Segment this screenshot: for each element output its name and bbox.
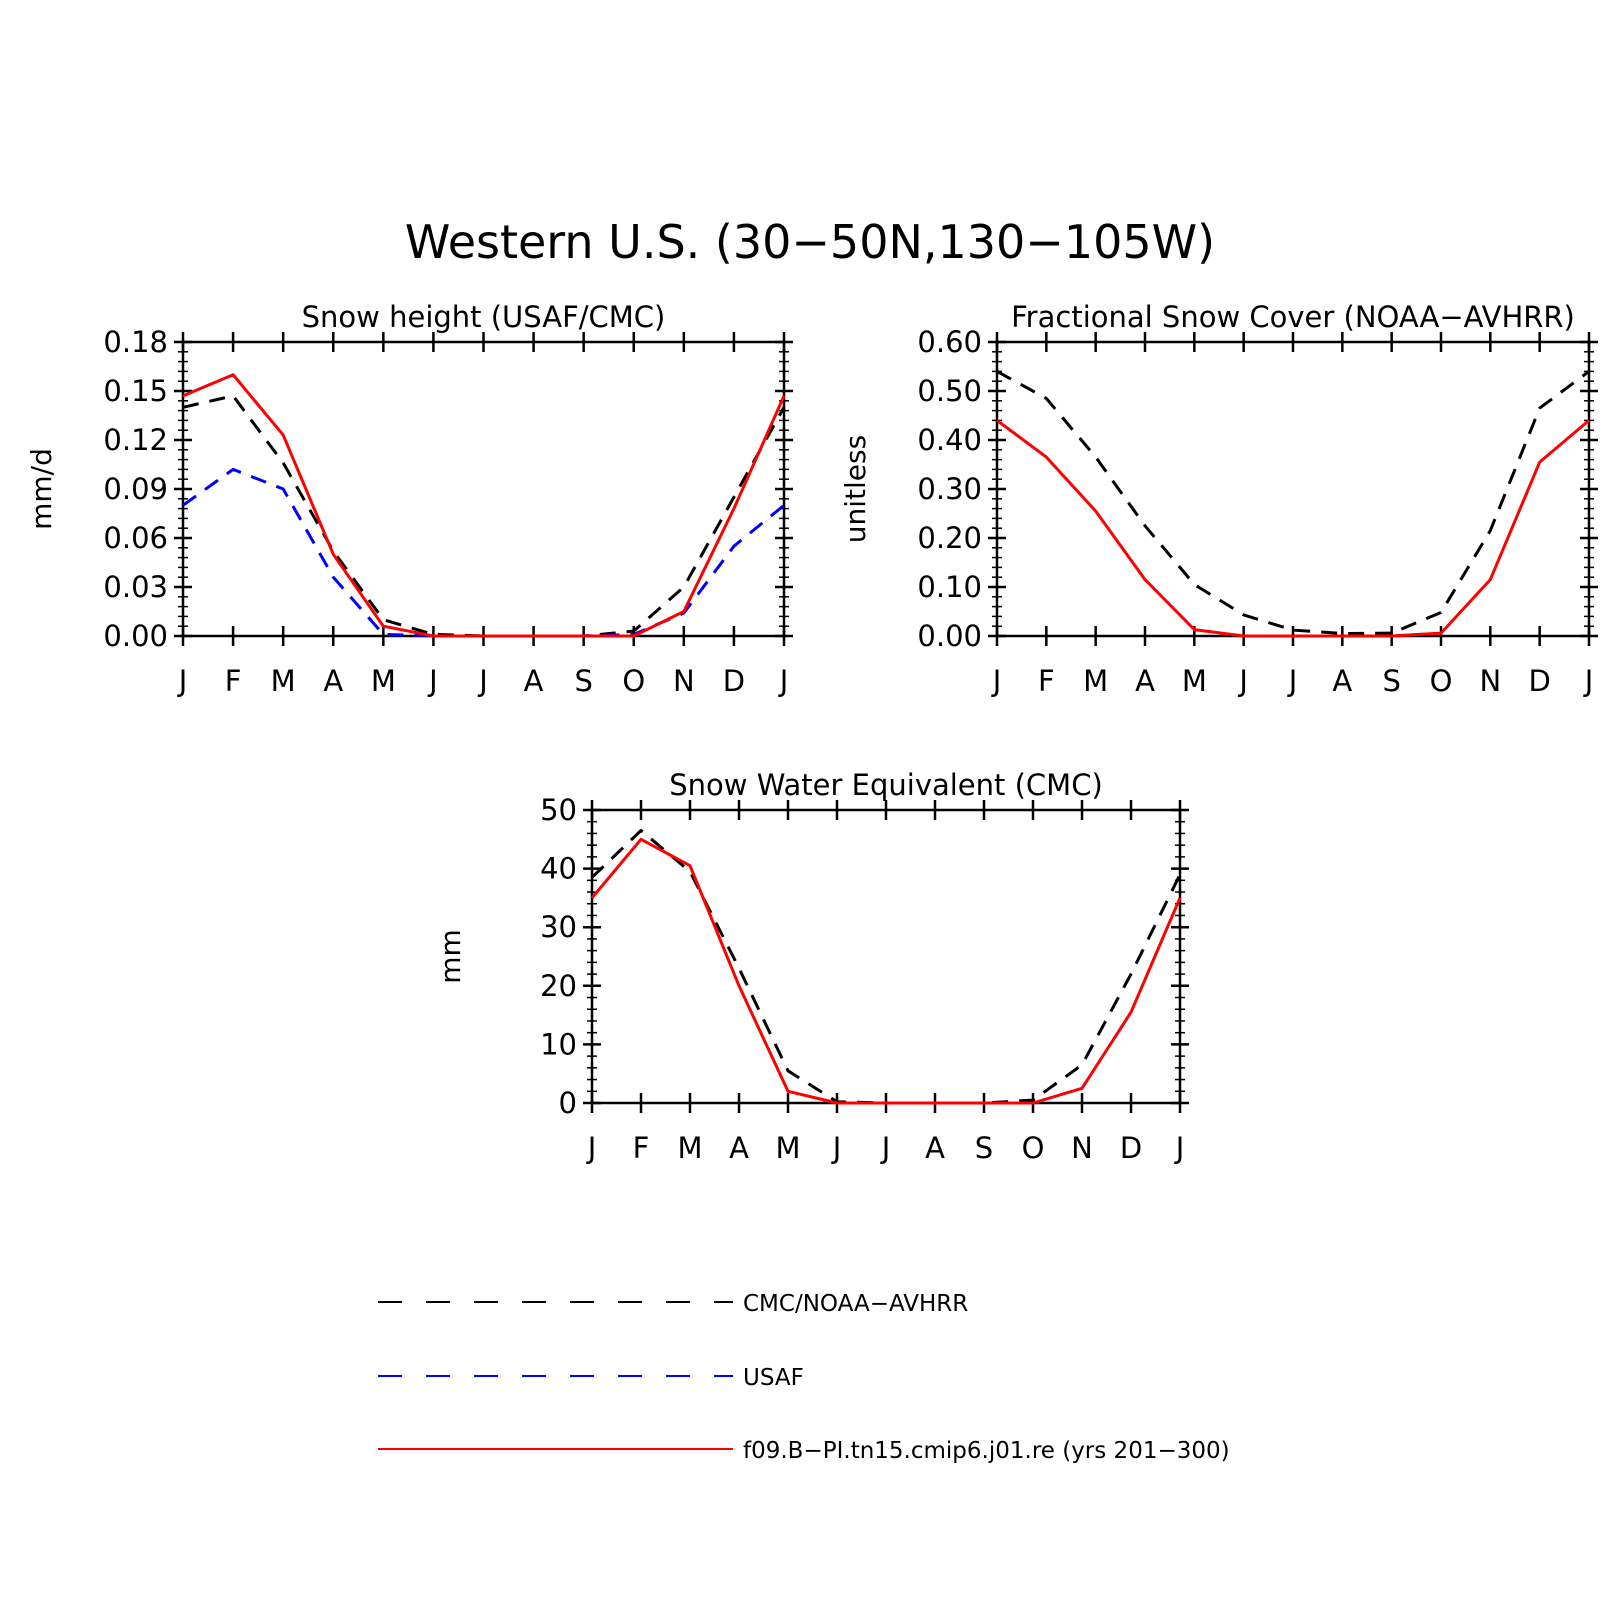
x-tick-label: J [991,664,1002,698]
chart-3: Snow Water Equivalent (CMC) mm 0 10 20 30 40 50… [434,768,1189,1165]
y-tick-label: 0.60 [917,325,982,359]
y-tick-label: 0.03 [103,570,168,604]
x-tick-label: M [677,1131,702,1165]
x-tick-label: J [586,1131,597,1165]
y-axis-label: mm/d [25,448,58,530]
x-tick-label: J [1237,664,1248,698]
x-tick-label: S [574,664,592,698]
series-line-f09-b-pi-tn15-cmip6-j01-re [996,419,1590,638]
figure-title: Western U.S. (30−50N,130−105W) [405,215,1215,269]
y-tick-label: 0.50 [917,374,982,408]
series-line-f09-b-pi-tn15-cmip6-j01-re [182,373,786,638]
x-tick-label: J [778,664,789,698]
y-tick-label: 0.15 [103,374,168,408]
x-tick-label: A [524,664,544,698]
y-tick-label: 0.00 [917,619,982,653]
chart-2: Fractional Snow Cover (NOAA−AVHRR) unitle… [839,300,1598,698]
x-tick-label: J [427,664,438,698]
x-tick-label: O [1430,664,1453,698]
x-tick-label: O [622,664,645,698]
x-tick-label: F [225,664,242,698]
x-tick-label: M [1083,664,1108,698]
y-tick-label: 0.10 [917,570,982,604]
x-tick-label: N [1071,1131,1093,1165]
y-tick-label: 30 [540,910,577,944]
x-tick-label: D [723,664,745,698]
x-tick-label: F [633,1131,650,1165]
x-tick-label: J [177,664,188,698]
series-line-f09-b-pi-tn15-cmip6-j01-re [590,837,1182,1105]
x-tick-label: A [323,664,343,698]
x-tick-label: A [729,1131,749,1165]
legend-label: USAF [743,1365,804,1391]
x-tick-label: J [1174,1131,1185,1165]
chart-1: Snow height (USAF/CMC) mm/d 0.00 0.03 0.06 0.… [25,300,793,698]
y-tick-label: 0 [559,1086,577,1120]
x-tick-label: J [831,1131,842,1165]
legend-label: CMC/NOAA−AVHRR [743,1291,968,1317]
x-tick-label: J [880,1131,891,1165]
legend-label: f09.B−PI.tn15.cmip6.j01.re (yrs 201−300) [743,1438,1230,1464]
y-tick-label: 0.09 [103,472,168,506]
x-tick-label: J [477,664,488,698]
chart-title: Fractional Snow Cover (NOAA−AVHRR) [1011,300,1575,334]
x-tick-label: M [1182,664,1207,698]
x-tick-label: S [1382,664,1400,698]
x-tick-label: S [975,1131,993,1165]
y-tick-label: 0.20 [917,521,982,555]
y-tick-label: 10 [540,1027,577,1061]
y-tick-label: 40 [540,852,577,886]
x-tick-label: N [1479,664,1501,698]
x-tick-label: F [1038,664,1055,698]
x-tick-label: A [1135,664,1155,698]
x-tick-label: D [1528,664,1550,698]
y-tick-label: 0.06 [103,521,168,555]
plots-group: Snow height (USAF/CMC) mm/d 0.00 0.03 0.06 0.… [25,300,1598,1165]
x-tick-label: A [925,1131,945,1165]
x-tick-label: A [1332,664,1352,698]
x-tick-label: D [1120,1131,1142,1165]
x-tick-label: N [673,664,695,698]
y-tick-label: 0.40 [917,423,982,457]
y-axis-label: mm [434,929,467,984]
y-tick-label: 0.18 [103,325,168,359]
y-tick-label: 0.30 [917,472,982,506]
x-tick-label: M [371,664,396,698]
x-tick-label: J [1583,664,1594,698]
y-tick-label: 0.12 [103,423,168,457]
series-line-cmc-noaa-avhrr [182,394,786,638]
y-tick-label: 0.00 [103,619,168,653]
chart-title: Snow height (USAF/CMC) [302,300,666,334]
y-tick-label: 20 [540,969,577,1003]
x-tick-label: O [1022,1131,1045,1165]
x-tick-label: M [271,664,296,698]
y-tick-label: 50 [540,793,577,827]
y-axis-label: unitless [839,435,872,543]
series-line-cmc-noaa-avhrr [996,370,1590,635]
x-tick-label: J [1287,664,1298,698]
x-tick-label: M [775,1131,800,1165]
legend: CMC/NOAA−AVHRR USAF f09.B−PI.tn15.cmip6.j0… [378,1291,1230,1464]
chart-title: Snow Water Equivalent (CMC) [669,768,1103,802]
